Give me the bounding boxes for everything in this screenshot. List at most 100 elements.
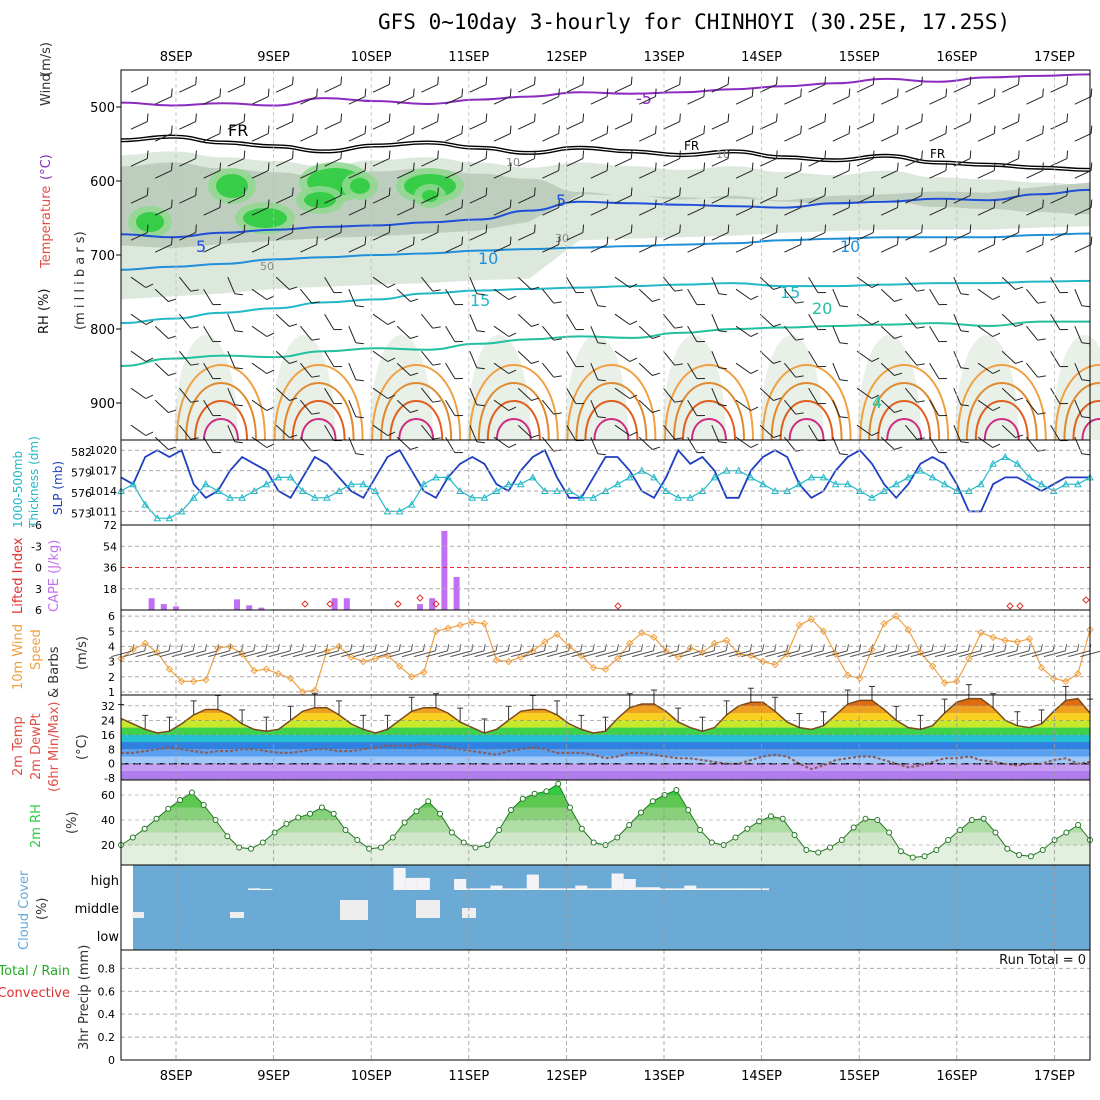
wind-barb-flag xyxy=(364,162,367,171)
wind-barb xyxy=(445,125,464,142)
wind-speed-point xyxy=(977,629,985,637)
cloud-high-bar xyxy=(466,888,479,890)
wind-barb-staff xyxy=(832,244,850,253)
wind-barb-staff xyxy=(880,325,895,339)
wind-barb-flag xyxy=(355,416,364,419)
wind-barb-flag xyxy=(960,293,969,296)
wind-barb xyxy=(832,326,848,345)
wind-barb xyxy=(1050,187,1069,204)
wind-barb-staff xyxy=(929,399,940,416)
wind-barb-staff xyxy=(614,232,632,241)
wind-barb-flag xyxy=(212,303,221,306)
wind-barb xyxy=(469,187,488,204)
wind-barb xyxy=(1001,424,1024,438)
cloud-level-label: low xyxy=(97,930,120,945)
wind-barb-flag xyxy=(190,326,199,329)
wind-barb xyxy=(154,125,173,142)
wind-barb-flag xyxy=(655,199,657,208)
wind-barb-staff xyxy=(130,387,147,399)
wind-barb-staff xyxy=(856,84,874,93)
rh-point xyxy=(673,787,680,793)
wind-barb-staff xyxy=(590,244,608,253)
wind10m-barb-staff xyxy=(159,650,182,658)
wind-barb xyxy=(977,236,996,253)
wind-barb xyxy=(638,399,661,413)
contour-label-iso10-right: 10 xyxy=(840,237,860,256)
wind-barb-staff xyxy=(687,96,705,105)
contour-label: 10 xyxy=(478,249,498,268)
wind-barb xyxy=(808,276,826,294)
wind-barb xyxy=(517,424,540,438)
wind-barb-staff xyxy=(856,195,874,204)
wind-barb-flag xyxy=(485,187,488,196)
wind-barb xyxy=(227,187,246,204)
iso15-line xyxy=(120,279,1091,325)
wind-barb-staff xyxy=(784,288,797,304)
wind-barb-staff xyxy=(808,313,819,330)
wind-barb-flag xyxy=(219,199,222,208)
wind-tick-label: 6 xyxy=(108,610,115,623)
thickness-point xyxy=(480,493,489,501)
wind-barb xyxy=(517,313,540,327)
wind-barb xyxy=(542,125,560,142)
wind-barb-flag xyxy=(916,400,925,403)
wind-barb xyxy=(542,362,562,378)
wind-speed-point xyxy=(771,660,779,669)
thickness-point xyxy=(1037,480,1046,488)
wind10m-barb-staff xyxy=(801,650,824,658)
wind-barb xyxy=(687,88,706,105)
wind-barb-staff xyxy=(735,362,752,374)
wind-barb-flag xyxy=(508,406,517,411)
wind-barb xyxy=(638,236,657,253)
wind-barb xyxy=(1050,276,1068,294)
wind-barb-flag xyxy=(388,187,391,196)
cloud-high-bar xyxy=(478,888,491,890)
wind-barb xyxy=(1026,125,1044,142)
thickness-point xyxy=(1013,459,1022,467)
wind-barb xyxy=(977,199,996,216)
wind-barb-flag xyxy=(800,88,802,97)
wind-barb-staff xyxy=(324,276,335,293)
wind-barb-staff xyxy=(1001,158,1019,167)
wind-barb xyxy=(856,276,880,288)
wind-barb xyxy=(808,113,827,130)
temp-contour-arch xyxy=(691,418,727,441)
wind-barb xyxy=(1026,88,1044,105)
precip-tick-label: 0.4 xyxy=(98,1008,116,1021)
thickness-point xyxy=(710,473,719,481)
wind-barb xyxy=(784,399,804,415)
temp-contour-arch xyxy=(868,382,941,441)
wind-barb-flag xyxy=(410,335,419,339)
wind-barb xyxy=(614,313,638,325)
wind-barb-staff xyxy=(203,362,214,379)
wind-barb-staff xyxy=(759,84,777,93)
thickness-tick-label: 576 xyxy=(71,487,92,500)
wind-barb-flag xyxy=(1081,305,1090,308)
cloud-high-bar xyxy=(526,874,539,890)
thickness-point xyxy=(153,514,162,522)
wind-barb-flag xyxy=(597,453,606,456)
wind-barb xyxy=(1026,199,1044,216)
wind-barb-staff xyxy=(759,276,774,290)
wind-barb xyxy=(735,88,754,105)
wind-barb-flag xyxy=(1042,88,1044,97)
x-tick-label-bottom: 17SEP xyxy=(1034,1069,1075,1084)
cape-bar xyxy=(441,530,448,610)
wind-barb xyxy=(421,313,441,329)
wind-barb-flag xyxy=(461,125,464,134)
wind-barb-flag xyxy=(234,404,243,407)
wind-barb xyxy=(929,399,947,417)
wind-barb-staff xyxy=(977,436,994,448)
wind-barb-staff xyxy=(905,313,918,329)
wind-barb xyxy=(590,162,609,179)
rh-point xyxy=(921,853,928,860)
wind-barb xyxy=(953,425,969,444)
wind-barb xyxy=(421,424,441,440)
wind-barb-flag xyxy=(289,360,298,364)
wind-barb-flag xyxy=(1066,187,1069,196)
thickness-point xyxy=(528,473,537,481)
wind-barb-staff xyxy=(300,170,317,179)
wind10m-barb xyxy=(486,644,510,658)
wind10m-barb xyxy=(220,644,244,658)
wind-barb-staff xyxy=(275,276,290,290)
